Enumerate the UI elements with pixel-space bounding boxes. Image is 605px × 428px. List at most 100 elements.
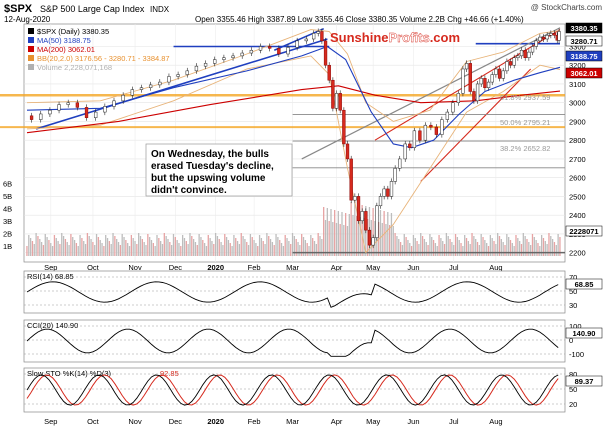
x-tick-label: May — [366, 263, 380, 272]
volume-bar — [225, 237, 228, 256]
volume-bar — [335, 223, 338, 256]
red-trend-line-2 — [420, 68, 532, 182]
volume-bar — [334, 210, 336, 256]
volume-bar — [508, 237, 510, 256]
volume-bar — [537, 243, 539, 256]
price-candle — [286, 47, 290, 55]
volume-bar — [480, 234, 482, 256]
volume-bar — [453, 245, 455, 256]
volume-bar — [181, 235, 184, 256]
volume-bar — [211, 241, 213, 256]
fib-label-500: 50.0% 2795.21 — [500, 118, 550, 127]
indicator-label: CCI(20) 140.90 — [27, 321, 78, 330]
volume-bar — [138, 233, 140, 256]
x-tick-label: Mar — [286, 263, 299, 272]
price-candle — [508, 61, 513, 66]
indicator-tick-label: 50 — [569, 385, 577, 394]
price-tick-label: 3200 — [569, 61, 586, 70]
volume-bar — [299, 245, 301, 256]
volume-bar — [482, 237, 484, 256]
price-candle — [342, 109, 346, 145]
price-candle — [429, 124, 433, 128]
volume-bar — [295, 239, 297, 256]
volume-bar — [361, 205, 363, 256]
volume-bar — [312, 238, 314, 256]
price-tick-label: 2500 — [569, 192, 586, 201]
price-candle — [461, 68, 465, 94]
price-badge — [565, 225, 603, 237]
chart-symbol: $SPX — [4, 3, 33, 15]
volume-bar — [310, 235, 312, 256]
volume-bar — [86, 233, 89, 256]
volume-bar — [66, 242, 68, 256]
volume-bar — [62, 236, 65, 256]
volume-bar — [59, 244, 61, 256]
price-candle — [516, 55, 520, 58]
price-candle — [139, 87, 144, 90]
chart-quote: Open 3355.46 High 3387.89 Low 3355.46 Cl… — [195, 15, 524, 24]
volume-bar — [266, 233, 268, 256]
volume-bar — [269, 239, 272, 256]
volume-bar — [464, 235, 466, 256]
volume-bar — [73, 240, 76, 256]
legend-entry: MA(200) 3062.01 — [37, 45, 95, 54]
sto-k-line — [26, 374, 559, 406]
price-candle — [213, 59, 217, 64]
volume-bar — [227, 240, 230, 256]
volume-bar — [412, 235, 415, 256]
volume-bar — [160, 241, 162, 256]
indicator-tick-label: 80 — [569, 370, 577, 379]
price-candle — [393, 168, 397, 182]
bollinger-lower-line — [26, 55, 561, 254]
indicator-tick-label: 0 — [569, 336, 573, 345]
volume-bar — [42, 245, 45, 256]
volume-bar — [429, 234, 431, 256]
volume-bar — [392, 226, 394, 256]
volume-bar — [407, 240, 409, 256]
volume-bar — [416, 241, 418, 256]
price-candle — [130, 89, 134, 96]
volume-bar — [487, 246, 490, 256]
volume-bar — [117, 242, 120, 256]
annotation-line-4: didn't convince. — [151, 185, 227, 196]
volume-bar — [555, 245, 557, 256]
volume-bar — [244, 239, 246, 256]
volume-bar — [504, 245, 506, 256]
price-candle — [475, 83, 480, 102]
volume-bar — [229, 243, 231, 256]
volume-bar — [262, 241, 264, 256]
volume-bar — [108, 241, 111, 256]
volume-bar — [476, 242, 479, 256]
chart-copyright: @ StockCharts.com — [531, 3, 603, 12]
volume-bar — [420, 233, 422, 256]
price-badge — [565, 67, 603, 79]
price-candle — [39, 113, 43, 120]
volume-bar — [553, 242, 556, 256]
price-candle — [338, 93, 342, 111]
cci-line — [26, 328, 559, 357]
price-candle — [382, 188, 386, 197]
x-tick-label-bottom: Nov — [128, 417, 142, 426]
volume-bar — [385, 224, 387, 256]
volume-bar — [95, 234, 98, 256]
volume-bar — [345, 213, 347, 256]
price-candle — [295, 40, 299, 48]
price-candle — [349, 158, 353, 201]
price-candle — [327, 64, 331, 81]
volume-bar — [498, 236, 501, 256]
volume-bar — [180, 246, 182, 256]
indicator-tick-label: -100 — [569, 350, 584, 359]
volume-bar — [290, 244, 292, 256]
price-candle — [389, 181, 394, 197]
price-candle — [538, 36, 542, 42]
chart-name: S&P 500 Large Cap Index — [40, 4, 145, 14]
volume-bar — [330, 209, 332, 256]
volume-bar — [427, 245, 429, 256]
volume-bar — [478, 245, 481, 256]
price-candle — [378, 196, 383, 207]
volume-tick-label: 3B — [3, 217, 12, 226]
price-candle — [176, 74, 180, 77]
price-candle — [403, 143, 407, 160]
price-candle — [66, 102, 70, 105]
volume-bar — [398, 239, 400, 256]
